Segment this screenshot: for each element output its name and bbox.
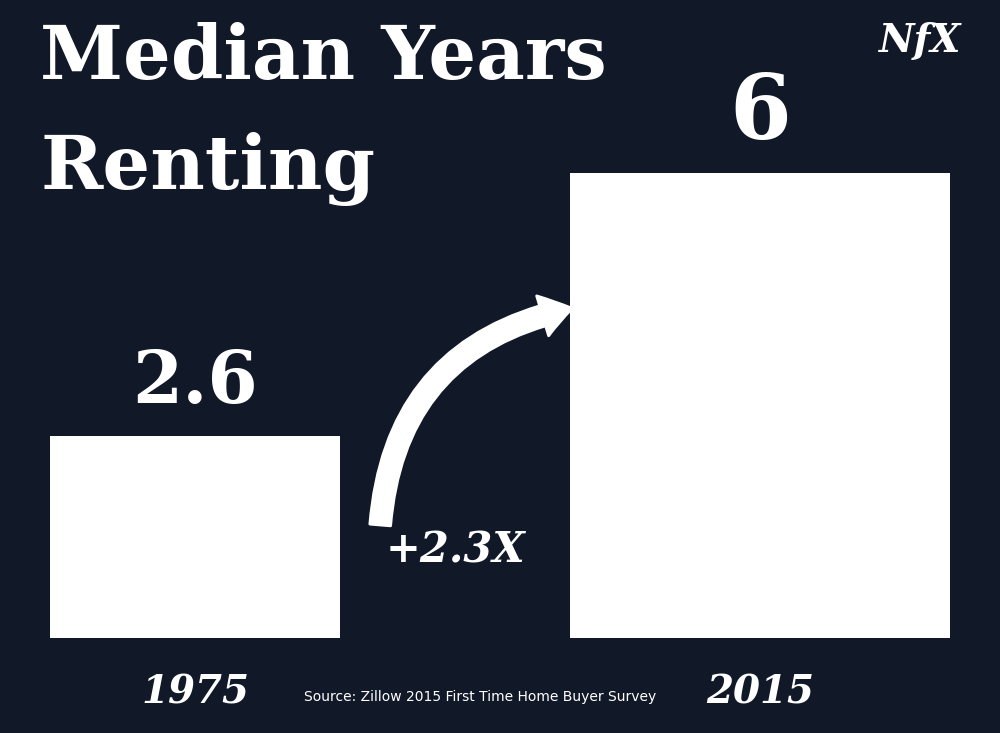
FancyArrowPatch shape — [370, 296, 572, 526]
Text: 6: 6 — [729, 71, 791, 158]
Text: Source: Zillow 2015 First Time Home Buyer Survey: Source: Zillow 2015 First Time Home Buye… — [304, 690, 656, 704]
Text: 2015: 2015 — [706, 673, 814, 711]
Text: Median Years: Median Years — [40, 22, 607, 95]
Text: 1975: 1975 — [141, 673, 249, 711]
Text: NfX: NfX — [878, 22, 960, 60]
Text: 2.6: 2.6 — [132, 347, 258, 418]
Bar — [570, 173, 950, 638]
Bar — [50, 436, 340, 638]
Text: +2.3X: +2.3X — [385, 530, 525, 572]
Text: Renting: Renting — [40, 132, 375, 206]
